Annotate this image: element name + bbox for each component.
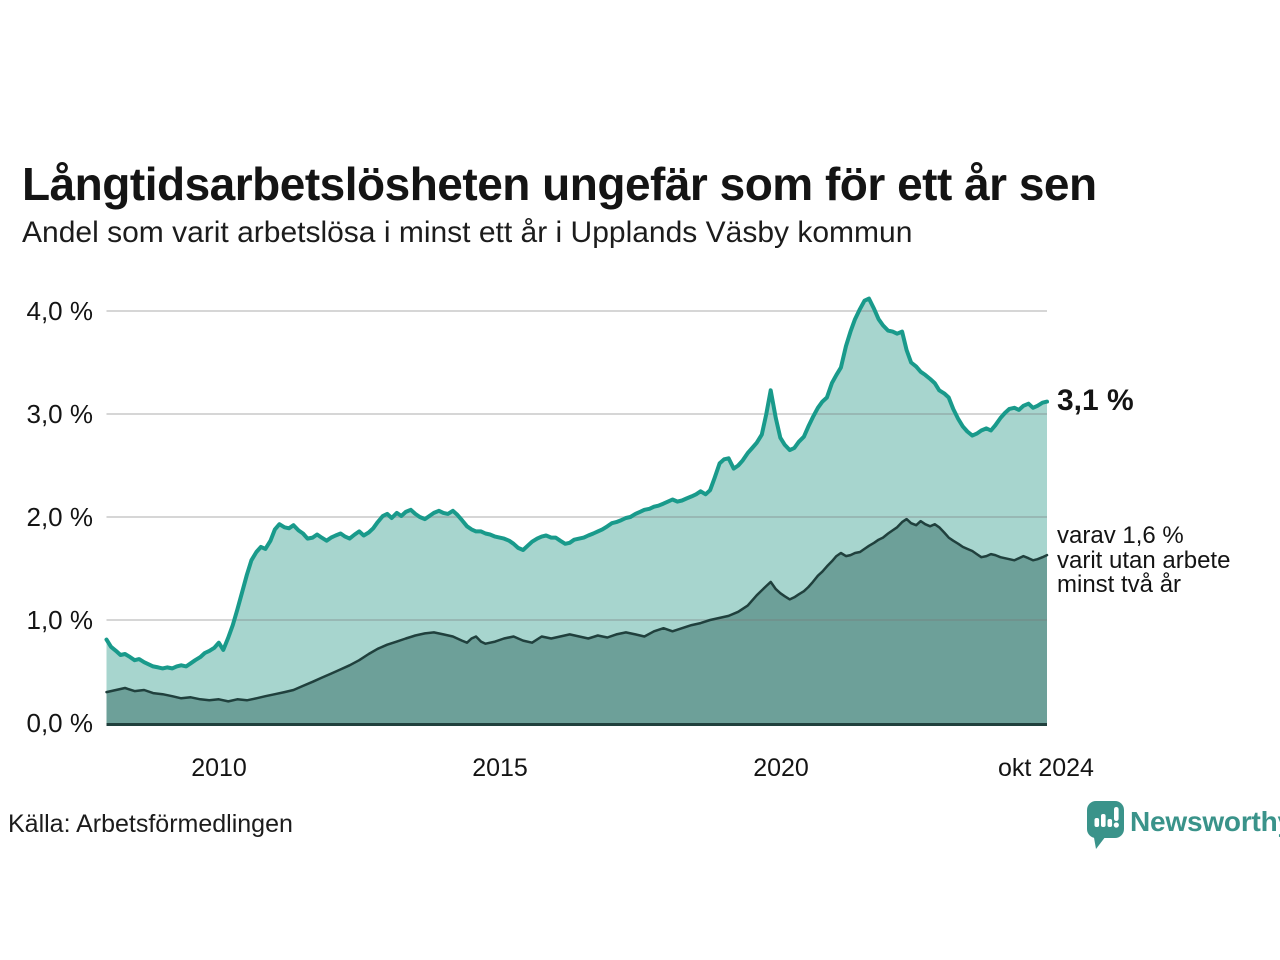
secondary-value-line: varit utan arbete [1057, 546, 1231, 574]
secondary-value-line: varav 1,6 % [1057, 522, 1184, 549]
gridlines [106, 310, 1047, 621]
secondary-value-label: varav 1,6 % varit utan arbete minst två … [1057, 522, 1231, 598]
y-tick-label: 2,0 % [26, 502, 94, 532]
newsworthy-logo-text: Newsworthy [1130, 806, 1280, 837]
y-tick-label: 4,0 % [26, 296, 94, 326]
y-tick-label: 0,0 % [26, 708, 94, 738]
x-tick-label: 2020 [753, 754, 809, 782]
newsworthy-logo-icon [1087, 801, 1124, 849]
x-tick-label: 2015 [472, 754, 528, 782]
x-tick-label: 2010 [191, 754, 247, 782]
area-fill-unemployed-2yr [106, 519, 1047, 724]
line-unemployed-2yr [105, 517, 1049, 703]
latest-value-label: 3,1 % [1057, 384, 1134, 417]
source-attribution: Källa: Arbetsförmedlingen [8, 810, 293, 838]
x-tick-label: okt 2024 [998, 754, 1094, 782]
y-tick-label: 3,0 % [26, 399, 94, 429]
y-tick-label: 1,0 % [26, 605, 94, 635]
page-title: Långtidsarbetslösheten ungefär som för e… [22, 157, 1097, 210]
line-unemployed-1yr [104, 296, 1049, 671]
chart-subtitle: Andel som varit arbetslösa i minst ett å… [22, 216, 913, 249]
secondary-value-line: minst två år [1057, 571, 1182, 598]
